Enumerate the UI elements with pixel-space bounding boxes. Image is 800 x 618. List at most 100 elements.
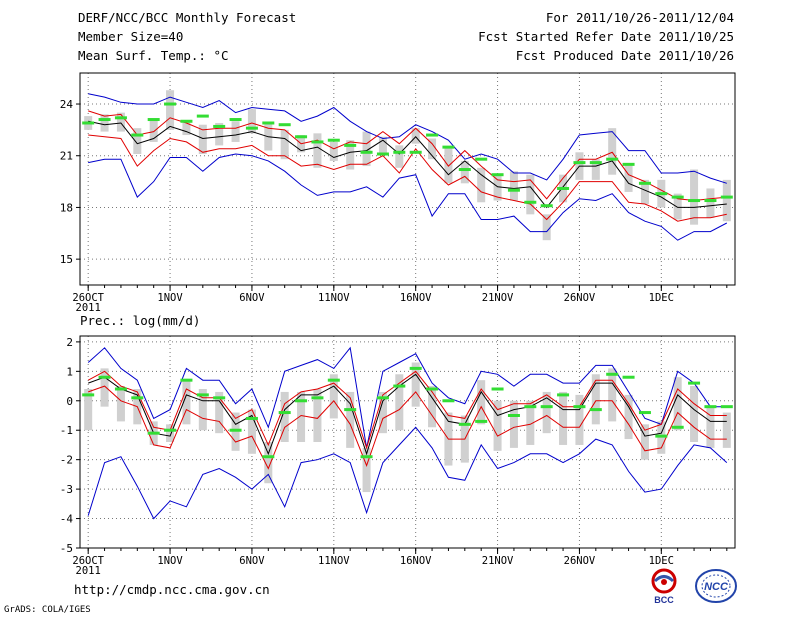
prec-spread-box xyxy=(116,386,125,422)
temp-member-mark xyxy=(393,150,406,154)
temp-spread-box xyxy=(247,109,256,134)
temp-member-mark xyxy=(344,143,357,147)
temp-member-mark xyxy=(114,116,127,120)
prec-member-mark xyxy=(622,375,635,379)
temp-member-mark xyxy=(278,123,291,127)
prec-spread-box xyxy=(395,374,404,431)
prec-frame xyxy=(79,335,736,549)
forecast-period: For 2011/10/26-2011/12/04 xyxy=(545,10,734,25)
prec-spread-box xyxy=(608,368,617,422)
temp-member-mark xyxy=(720,195,733,199)
temp-member-mark xyxy=(671,195,684,199)
prec-member-mark xyxy=(655,434,668,438)
temp-spread-box xyxy=(690,169,699,225)
prec-xtick-label: 6NOV xyxy=(239,555,265,567)
prec-member-mark xyxy=(475,419,488,423)
prec-spread-box xyxy=(346,391,355,448)
temp-member-mark xyxy=(196,114,209,118)
prec-spread-box xyxy=(559,391,568,445)
temp-spread-box xyxy=(182,121,191,136)
chart-title: DERF/NCC/BCC Monthly Forecast xyxy=(78,10,297,25)
temp-spread-box xyxy=(100,114,109,132)
variable-label: Mean Surf. Temp.: °C xyxy=(78,48,229,63)
prec-member-mark xyxy=(409,366,422,370)
temp-spread-box xyxy=(215,122,224,146)
temp-member-mark xyxy=(245,126,258,130)
prec-year-label: 2011 xyxy=(76,565,101,577)
prec-ytick-label: -1 xyxy=(60,424,73,437)
prec-spread-box xyxy=(428,386,437,428)
temp-panel: 15 18 21 24 26OCT 1NOV 6NOV 11NOV 16NOV 21NOV 26NO… xyxy=(60,72,736,314)
prec-spread-box xyxy=(690,386,699,442)
temp-frame xyxy=(79,72,736,286)
temp-xtick-label: 11NOV xyxy=(318,292,350,304)
temp-member-mark xyxy=(164,102,177,106)
temp-member-mark xyxy=(458,168,471,172)
prec-member-mark xyxy=(229,428,242,432)
prec-xtick-label: 26OCT xyxy=(72,555,104,567)
temp-xtick-label: 16NOV xyxy=(400,292,432,304)
prec-spread-box xyxy=(575,394,584,445)
temp-spread-box xyxy=(378,136,387,155)
bcc-logo: BCC xyxy=(651,568,677,605)
prec-member-mark xyxy=(638,411,651,415)
prec-member-mark xyxy=(524,405,537,409)
prec-member-mark xyxy=(262,455,275,459)
temp-line-max xyxy=(88,93,727,184)
prec-line-min xyxy=(87,426,728,520)
temp-line-min xyxy=(88,153,728,241)
temp-member-mark xyxy=(426,133,439,137)
prec-member-mark xyxy=(557,393,570,397)
prec-spread-box xyxy=(673,377,682,431)
prec-spread-box xyxy=(362,447,371,493)
prec-member-mark xyxy=(589,408,602,412)
prec-xtick-label: 1DEC xyxy=(649,555,674,567)
temp-spread-box xyxy=(722,179,731,222)
prec-spread-box xyxy=(313,389,322,442)
prec-member-mark xyxy=(311,396,324,400)
prec-panel-title: Prec.: log(mm/d) xyxy=(80,313,200,328)
prec-member-mark xyxy=(442,399,455,403)
temp-member-mark xyxy=(655,192,668,196)
temp-spread-box xyxy=(493,174,502,201)
prec-member-mark xyxy=(704,405,717,409)
temp-member-mark xyxy=(491,173,504,177)
temp-line-p25 xyxy=(88,134,727,222)
refer-date: Fcst Started Refer Date 2011/10/25 xyxy=(478,29,734,44)
grads-credit: GrADS: COLA/IGES xyxy=(4,605,91,615)
temp-spread-box xyxy=(608,128,617,175)
prec-line-mean xyxy=(88,373,727,456)
prec-spread-box xyxy=(591,374,600,425)
bcc-logo-label: BCC xyxy=(654,595,674,605)
prec-member-mark xyxy=(426,387,439,391)
prec-member-mark xyxy=(491,387,504,391)
temp-spread-box xyxy=(198,124,207,155)
prec-member-mark xyxy=(376,396,389,400)
prec-spread-box xyxy=(264,442,273,484)
temp-spread-box xyxy=(591,159,600,180)
temp-ytick-label: 24 xyxy=(60,98,74,111)
prec-spread-box xyxy=(198,389,207,431)
prec-member-mark xyxy=(131,396,144,400)
prec-spread-box xyxy=(297,391,306,442)
prec-spread-box xyxy=(509,400,518,448)
produced-date: Fcst Produced Date 2011/10/26 xyxy=(515,48,734,63)
prec-ytick-label: 2 xyxy=(66,336,73,349)
prec-panel: -5 -4 -3 -2 -1 0 1 2 26OCT 1NOV 6NOV 11NOV 16NOV 21NO… xyxy=(60,335,736,577)
temp-member-mark xyxy=(98,118,111,122)
temp-spread-box xyxy=(640,179,649,204)
prec-spread-box xyxy=(624,394,633,440)
website-url[interactable]: http://cmdp.ncc.cma.gov.cn xyxy=(74,582,270,597)
temp-spread-box xyxy=(526,174,535,215)
prec-member-mark xyxy=(245,416,258,420)
prec-member-mark xyxy=(540,405,553,409)
temp-spread-box xyxy=(509,171,518,201)
prec-spread-box xyxy=(526,400,535,445)
ncc-logo-label: NCC xyxy=(704,581,729,593)
prec-spread-box xyxy=(722,412,731,448)
prec-member-mark xyxy=(114,387,127,391)
temp-ytick-label: 18 xyxy=(60,201,73,214)
temp-member-mark xyxy=(589,161,602,165)
temp-line-mean xyxy=(88,120,727,209)
